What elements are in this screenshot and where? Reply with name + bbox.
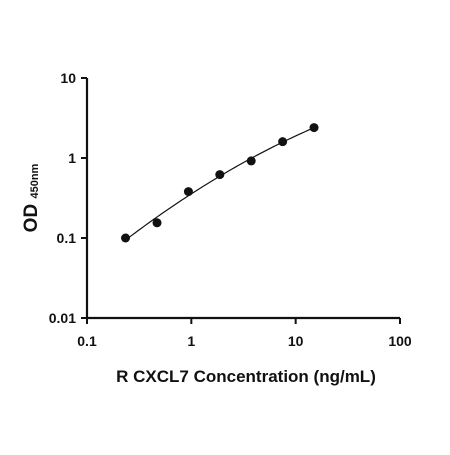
y-tick-label: 0.01 bbox=[49, 310, 76, 326]
y-axis-title-main: OD bbox=[21, 204, 42, 233]
x-tick-label: 10 bbox=[288, 333, 304, 349]
x-tick-label: 0.1 bbox=[77, 333, 97, 349]
data-point bbox=[183, 187, 193, 197]
y-axis-title-sub: 450nm bbox=[29, 163, 41, 198]
y-tick-label: 0.1 bbox=[57, 230, 77, 246]
y-axis-title: OD 450nm bbox=[21, 163, 42, 232]
data-point bbox=[121, 233, 131, 243]
data-point bbox=[246, 156, 256, 166]
points-layer bbox=[121, 123, 319, 243]
data-point bbox=[309, 123, 319, 133]
labels-layer: R CXCL7 Concentration (ng/mL) OD 450nm bbox=[21, 163, 376, 386]
data-point bbox=[152, 218, 162, 228]
data-point bbox=[278, 137, 288, 147]
x-tick-label: 1 bbox=[187, 333, 195, 349]
x-axis-title: R CXCL7 Concentration (ng/mL) bbox=[116, 367, 376, 386]
y-tick-label: 1 bbox=[68, 150, 76, 166]
y-tick-label: 10 bbox=[60, 70, 76, 86]
data-point bbox=[215, 170, 225, 180]
x-tick-label: 100 bbox=[388, 333, 412, 349]
